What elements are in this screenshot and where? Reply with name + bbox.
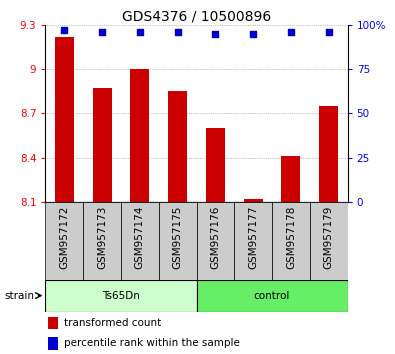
- Bar: [310, 202, 348, 280]
- Bar: [234, 202, 272, 280]
- Text: control: control: [254, 291, 290, 301]
- Bar: [244, 199, 263, 202]
- Text: GSM957173: GSM957173: [97, 206, 107, 269]
- Bar: [168, 91, 187, 202]
- Bar: [206, 128, 225, 202]
- Point: [250, 31, 256, 36]
- Text: Ts65Dn: Ts65Dn: [102, 291, 140, 301]
- Point: [288, 29, 294, 35]
- Text: GSM957177: GSM957177: [248, 206, 258, 269]
- Text: GSM957174: GSM957174: [135, 206, 145, 269]
- Bar: [45, 280, 197, 312]
- Point: [137, 29, 143, 35]
- Point: [61, 27, 68, 33]
- Text: GSM957175: GSM957175: [173, 206, 182, 269]
- Text: GSM957178: GSM957178: [286, 206, 296, 269]
- Bar: [83, 202, 121, 280]
- Bar: [93, 88, 111, 202]
- Text: GSM957176: GSM957176: [211, 206, 220, 269]
- Bar: [197, 280, 348, 312]
- Point: [325, 29, 332, 35]
- Point: [99, 29, 105, 35]
- Bar: [49, 337, 58, 350]
- Bar: [55, 36, 74, 202]
- Bar: [121, 202, 159, 280]
- Text: GSM957179: GSM957179: [324, 206, 334, 269]
- Bar: [130, 69, 149, 202]
- Text: percentile rank within the sample: percentile rank within the sample: [64, 338, 239, 348]
- Point: [212, 31, 218, 36]
- Text: strain: strain: [4, 291, 34, 301]
- Text: transformed count: transformed count: [64, 318, 161, 328]
- Title: GDS4376 / 10500896: GDS4376 / 10500896: [122, 10, 271, 24]
- Bar: [49, 316, 58, 329]
- Bar: [319, 106, 338, 202]
- Bar: [282, 156, 300, 202]
- Bar: [197, 202, 234, 280]
- Text: GSM957172: GSM957172: [59, 206, 69, 269]
- Bar: [45, 202, 83, 280]
- Bar: [159, 202, 197, 280]
- Bar: [272, 202, 310, 280]
- Point: [175, 29, 181, 35]
